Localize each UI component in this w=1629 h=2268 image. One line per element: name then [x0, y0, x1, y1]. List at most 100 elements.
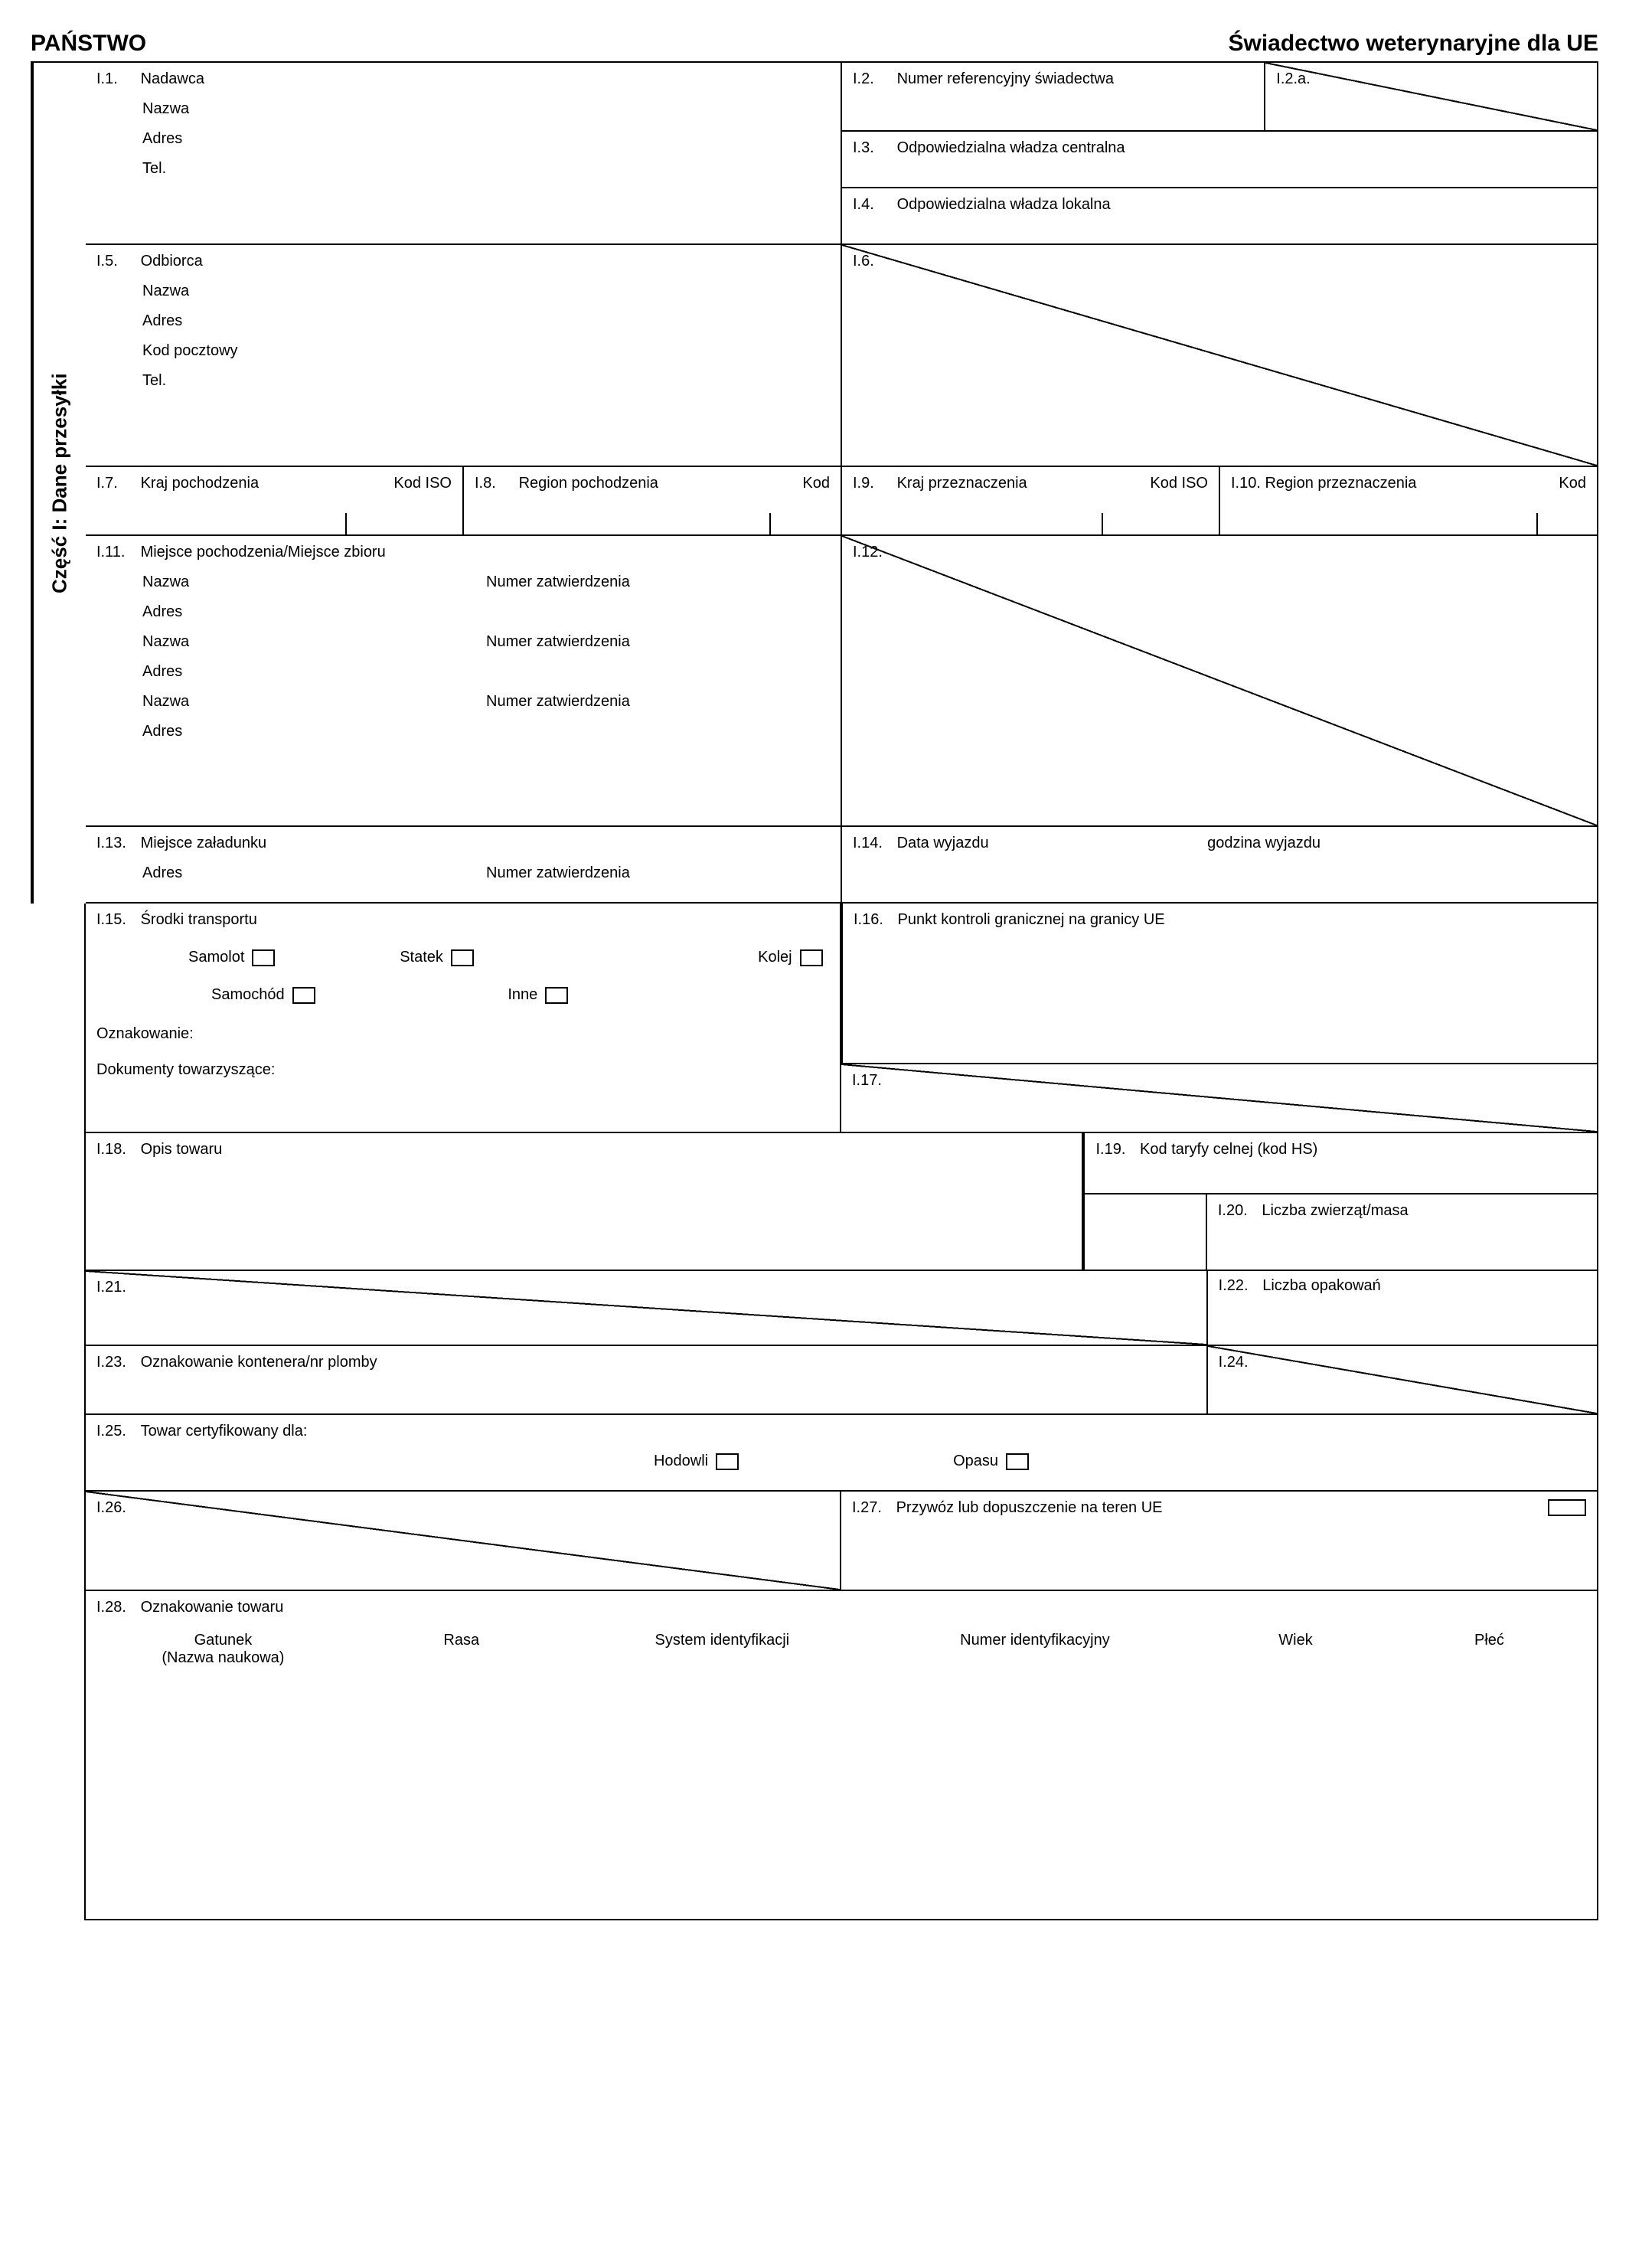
- i6-num: I.6.: [853, 253, 893, 270]
- main-grid: I.1. Nadawca Nazwa Adres Tel. I.2. Numer…: [86, 63, 1598, 904]
- i9-title: Kraj przeznaczenia: [897, 475, 1027, 492]
- i3-title: Odpowiedzialna władza centralna: [897, 139, 1125, 157]
- box-i16: I.16. Punkt kontroli granicznej na grani…: [841, 904, 1598, 1064]
- i1-tel: Tel.: [142, 160, 830, 178]
- i10-code: Kod: [1559, 475, 1586, 492]
- i28-c2: Rasa: [350, 1632, 573, 1667]
- i18-num: I.18.: [96, 1141, 136, 1159]
- i13-num: I.13.: [96, 835, 136, 852]
- checkbox-car[interactable]: [292, 987, 315, 1004]
- i5-title: Odbiorca: [141, 253, 203, 270]
- i15-title: Środki transportu: [141, 911, 257, 929]
- i11-num: I.11.: [96, 544, 136, 561]
- i15-other: Inne: [508, 986, 537, 1003]
- i11-appr-2: Numer zatwierdzenia: [486, 633, 630, 651]
- checkbox-fattening[interactable]: [1006, 1453, 1029, 1470]
- box-i21: I.21.: [84, 1270, 1208, 1346]
- checkbox-breeding[interactable]: [716, 1453, 739, 1470]
- i2-title: Numer referencyjny świadectwa: [897, 70, 1114, 88]
- i5-name: Nazwa: [142, 283, 830, 300]
- i13-appr: Numer zatwierdzenia: [486, 864, 630, 882]
- i7-iso: Kod ISO: [393, 475, 452, 492]
- box-i18: I.18. Opis towaru: [84, 1133, 1083, 1271]
- i25-breed: Hodowli: [654, 1453, 708, 1469]
- checkbox-ship[interactable]: [451, 949, 474, 966]
- i15-plane: Samolot: [188, 949, 244, 966]
- i15-num: I.15.: [96, 911, 136, 929]
- i18-title: Opis towaru: [141, 1141, 223, 1159]
- form-body: Część I: Dane przesyłki I.1. Nadawca Naz…: [31, 61, 1598, 904]
- i5-tel: Tel.: [142, 372, 830, 390]
- i28-c3: System identyfikacji: [573, 1632, 871, 1667]
- box-i3: I.3. Odpowiedzialna władza centralna: [842, 132, 1598, 188]
- i11-title: Miejsce pochodzenia/Miejsce zbioru: [141, 544, 386, 561]
- i15-ident: Oznakowanie:: [96, 1025, 829, 1043]
- i9-num: I.9.: [853, 475, 893, 492]
- i27-num: I.27.: [852, 1499, 892, 1517]
- header-right: Świadectwo weterynaryjne dla UE: [1228, 31, 1598, 57]
- i1-num: I.1.: [96, 70, 136, 88]
- box-i8: I.8. Region pochodzenia Kod: [464, 467, 842, 536]
- i14-title: Data wyjazdu: [897, 835, 1127, 852]
- i15-docs: Dokumenty towarzyszące:: [96, 1061, 829, 1079]
- i28-c5: Wiek: [1199, 1632, 1392, 1667]
- i11-name-3: Nazwa: [142, 693, 486, 711]
- i4-num: I.4.: [853, 196, 893, 214]
- i25-fat: Opasu: [953, 1453, 998, 1469]
- i20-num: I.20.: [1218, 1202, 1258, 1220]
- i10-title: Region przeznaczenia: [1265, 475, 1416, 492]
- box-i20: I.20. Liczba zwierząt/masa: [1207, 1194, 1598, 1271]
- i26-num: I.26.: [96, 1499, 136, 1517]
- i11-addr-2: Adres: [142, 663, 830, 681]
- checkbox-other[interactable]: [545, 987, 568, 1004]
- box-i23: I.23. Oznakowanie kontenera/nr plomby: [84, 1346, 1208, 1415]
- box-i12: I.12.: [842, 536, 1598, 827]
- i11-addr-1: Adres: [142, 603, 830, 621]
- form-header: PAŃSTWO Świadectwo weterynaryjne dla UE: [31, 31, 1598, 57]
- box-i11: I.11. Miejsce pochodzenia/Miejsce zbioru…: [86, 536, 842, 827]
- i28-c1b: (Nazwa naukowa): [96, 1649, 350, 1667]
- box-i19: I.19. Kod taryfy celnej (kod HS): [1083, 1133, 1598, 1194]
- i9-iso: Kod ISO: [1150, 475, 1208, 492]
- i20-title: Liczba zwierząt/masa: [1262, 1202, 1408, 1220]
- checkbox-import-eu[interactable]: [1548, 1499, 1586, 1516]
- box-i2: I.2. Numer referencyjny świadectwa: [842, 63, 1265, 132]
- i15-car: Samochód: [211, 986, 285, 1003]
- i11-appr-1: Numer zatwierdzenia: [486, 574, 630, 591]
- box-i5: I.5. Odbiorca Nazwa Adres Kod pocztowy T…: [86, 245, 842, 467]
- i25-num: I.25.: [96, 1423, 136, 1440]
- i16-num: I.16.: [854, 911, 893, 929]
- i28-c1: Gatunek: [96, 1632, 350, 1649]
- i24-num: I.24.: [1219, 1354, 1258, 1371]
- checkbox-plane[interactable]: [252, 949, 275, 966]
- i11-name-1: Nazwa: [142, 574, 486, 591]
- box-i7: I.7. Kraj pochodzenia Kod ISO: [86, 467, 464, 536]
- box-i10: I.10. Region przeznaczenia Kod: [1220, 467, 1598, 536]
- i22-num: I.22.: [1219, 1277, 1258, 1295]
- i28-title: Oznakowanie towaru: [141, 1599, 284, 1616]
- i19-num: I.19.: [1095, 1141, 1135, 1159]
- i11-name-2: Nazwa: [142, 633, 486, 651]
- i15-ship: Statek: [400, 949, 443, 966]
- i17-num: I.17.: [852, 1072, 892, 1090]
- i21-num: I.21.: [96, 1279, 136, 1296]
- box-i14: I.14. Data wyjazdu godzina wyjazdu: [842, 827, 1598, 904]
- box-i27: I.27. Przywóz lub dopuszczenie na teren …: [841, 1492, 1598, 1591]
- box-i22: I.22. Liczba opakowań: [1208, 1270, 1598, 1346]
- i8-num: I.8.: [475, 475, 514, 492]
- checkbox-rail[interactable]: [800, 949, 823, 966]
- i27-title: Przywóz lub dopuszczenie na teren UE: [896, 1499, 1163, 1517]
- box-i9: I.9. Kraj przeznaczenia Kod ISO: [842, 467, 1220, 536]
- i25-title: Towar certyfikowany dla:: [141, 1423, 308, 1440]
- i4-title: Odpowiedzialna władza lokalna: [897, 196, 1111, 214]
- box-i15: I.15. Środki transportu Samolot Statek K…: [84, 904, 841, 1133]
- box-i26: I.26.: [84, 1492, 841, 1591]
- i11-appr-3: Numer zatwierdzenia: [486, 693, 630, 711]
- i1-name: Nazwa: [142, 100, 830, 118]
- i8-title: Region pochodzenia: [519, 475, 658, 492]
- i22-title: Liczba opakowań: [1262, 1277, 1381, 1295]
- i16-title: Punkt kontroli granicznej na granicy UE: [898, 911, 1165, 929]
- box-i1: I.1. Nadawca Nazwa Adres Tel.: [86, 63, 842, 245]
- i2-num: I.2.: [853, 70, 893, 88]
- i23-num: I.23.: [96, 1354, 136, 1371]
